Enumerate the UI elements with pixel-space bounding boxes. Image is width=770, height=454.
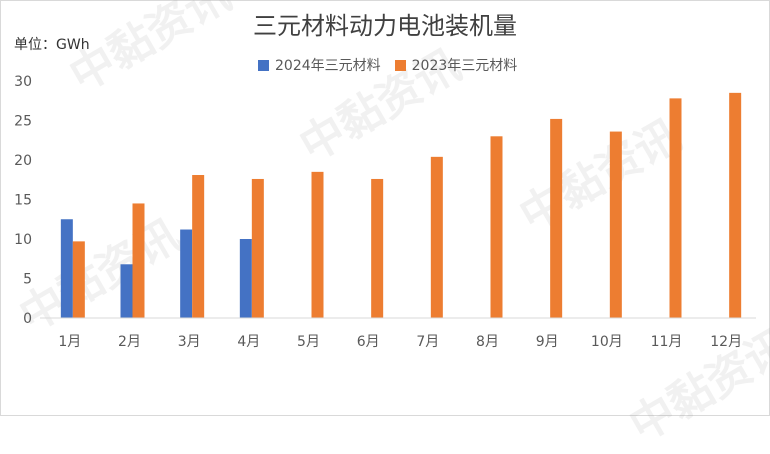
x-tick-label: 12月 <box>710 334 742 350</box>
bar-2023-12月 <box>729 92 742 318</box>
y-tick-label: 0 <box>23 311 32 327</box>
y-tick-label: 25 <box>14 114 32 130</box>
chart-title: 三元材料动力电池装机量 <box>253 12 517 40</box>
bar-2024-4月 <box>239 239 252 318</box>
chart-legend: 2024年三元材料 2023年三元材料 <box>258 55 517 75</box>
bar-2024-1月 <box>60 219 73 318</box>
bar-2023-2月 <box>132 203 145 318</box>
x-tick-label: 3月 <box>178 334 201 350</box>
x-tick-label: 11月 <box>651 334 683 350</box>
x-tick-label: 8月 <box>476 334 499 350</box>
bar-2023-11月 <box>669 98 682 318</box>
bar-2023-4月 <box>251 178 264 318</box>
bar-2023-1月 <box>72 241 85 318</box>
x-tick-label: 2月 <box>118 334 141 350</box>
bar-2023-5月 <box>311 171 324 318</box>
y-tick-label: 10 <box>14 232 32 248</box>
bar-2023-7月 <box>430 156 443 318</box>
bar-2023-3月 <box>192 175 205 318</box>
legend-swatch-2024 <box>258 59 269 71</box>
x-tick-label: 10月 <box>591 334 623 350</box>
chart-frame <box>0 0 770 416</box>
bar-2023-9月 <box>550 118 563 318</box>
legend-label-2024: 2024年三元材料 <box>275 58 381 74</box>
bar-2023-6月 <box>371 178 384 318</box>
y-tick-label: 30 <box>14 74 32 90</box>
x-tick-label: 4月 <box>237 334 260 350</box>
x-tick-label: 1月 <box>58 334 81 350</box>
legend-item-2023: 2023年三元材料 <box>394 55 518 75</box>
y-tick-label: 15 <box>14 193 32 209</box>
bar-chart: 0 5 10 15 20 25 30 1月 2月 3月 4月 5月 6月 7月 8月 9月 10月 11月 12月 <box>14 74 756 350</box>
y-axis: 0 5 10 15 20 25 30 <box>14 74 32 327</box>
bars <box>60 92 742 318</box>
x-tick-label: 5月 <box>297 334 320 350</box>
x-tick-label: 7月 <box>416 334 439 350</box>
x-axis: 1月 2月 3月 4月 5月 6月 7月 8月 9月 10月 11月 12月 <box>40 317 756 350</box>
bar-2024-3月 <box>180 229 193 318</box>
bar-2024-2月 <box>120 264 133 318</box>
bar-2023-10月 <box>609 131 622 318</box>
y-tick-label: 5 <box>23 272 32 288</box>
legend-item-2024: 2024年三元材料 <box>258 55 381 75</box>
bar-2023-8月 <box>490 136 503 318</box>
legend-swatch-2023 <box>394 59 406 71</box>
unit-label: 单位：GWh <box>14 37 90 53</box>
x-tick-label: 9月 <box>536 334 559 350</box>
y-tick-label: 20 <box>14 153 32 169</box>
x-tick-label: 6月 <box>357 334 380 350</box>
legend-label-2023: 2023年三元材料 <box>411 58 518 74</box>
